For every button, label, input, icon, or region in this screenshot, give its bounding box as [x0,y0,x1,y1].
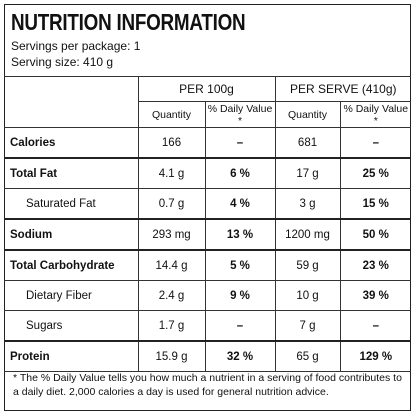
nutrient-name: Dietary Fiber [4,280,139,311]
table-row: Protein 15.9 g 32 % 65 g 129 % [4,340,412,372]
nutrient-value: 7 g [274,310,341,342]
table-row: PER 100g PER SERVE (410g) [4,76,412,128]
table-row: Sodium 293 mg 13 % 1200 mg 50 % [4,218,412,251]
nutrient-value: 39 % [339,280,412,311]
column-header: Quantity [274,101,341,128]
nutrient-value: 15 % [339,188,412,220]
nutrient-value: 59 g [274,249,341,281]
nutrient-value: 32 % [204,340,276,372]
nutrient-value: – [204,310,276,342]
footnote: * The % Daily Value tells you how much a… [13,372,402,398]
nutrient-value: 1200 mg [274,218,341,251]
column-header: % Daily Value * [339,101,412,128]
table-row: Calories 166–681– [4,127,412,159]
nutrient-value: 15.9 g [137,340,206,372]
nutrient-value: 5 % [204,249,276,281]
column-header: % Daily Value * [204,101,276,128]
column-header: Quantity [137,101,206,128]
nutrient-value: 23 % [339,249,412,281]
nutrient-value: 3 g [274,188,341,220]
nutrient-value: 681 [274,127,341,159]
nutrient-value: – [204,127,276,159]
nutrient-name: Total Fat [4,157,139,189]
nutrient-value: 4.1 g [137,157,206,189]
nutrient-value: – [339,127,412,159]
nutrient-value: 1.7 g [137,310,206,342]
empty-cell [4,76,139,128]
nutrient-name: Sodium [4,218,139,251]
nutrient-value: 65 g [274,340,341,372]
group-header: PER SERVE (410g) [274,76,412,102]
nutrient-name: Sugars [4,310,139,342]
nutrient-value: 25 % [339,157,412,189]
nutrient-value: 129 % [339,340,412,372]
nutrient-value: 10 g [274,280,341,311]
nutrient-value: 293 mg [137,218,206,251]
serving-size: Serving size: 410 g [11,55,114,69]
group-header: PER 100g [137,76,276,102]
title: NUTRITION INFORMATION [11,9,246,35]
label-panel: NUTRITION INFORMATION Servings per packa… [4,4,412,411]
nutrient-value: 50 % [339,218,412,251]
nutrient-value: 13 % [204,218,276,251]
nutrient-value: 2.4 g [137,280,206,311]
table-row: Quantity% Daily Value * Quantity% Daily V… [4,101,412,128]
table-row: Sugars 1.7 g –7 g – [4,310,412,342]
nutrient-name: Calories [4,127,139,159]
nutrient-value: 14.4 g [137,249,206,281]
nutrient-value: 166 [137,127,206,159]
nutrient-value: 4 % [204,188,276,220]
nutrient-name: Protein [4,340,139,372]
nutrient-value: 6 % [204,157,276,189]
nutrient-value: 0.7 g [137,188,206,220]
servings: Servings per package: 1 [11,39,141,53]
nutrient-name: Total Carbohydrate [4,249,139,281]
nutrition-table: PER 100g PER SERVE (410g) Quantity% Daily … [4,76,412,372]
nutrient-value: 9 % [204,280,276,311]
nutrient-name: Saturated Fat [4,188,139,220]
nutrient-value: – [339,310,412,342]
nutrient-value: 17 g [274,157,341,189]
